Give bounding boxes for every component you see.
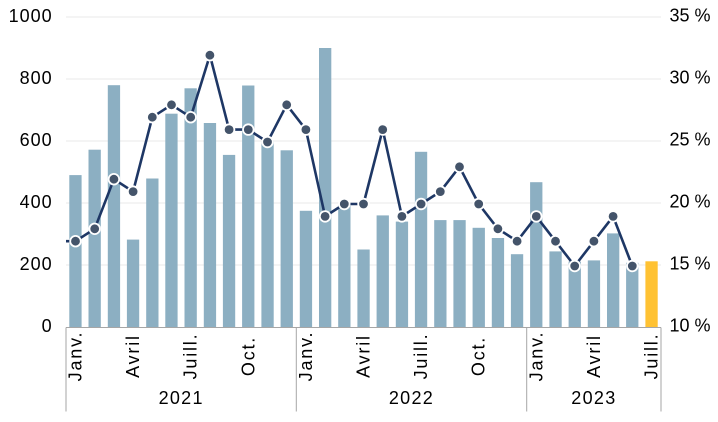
svg-text:Oct.: Oct.	[469, 336, 489, 376]
svg-text:Juill.: Juill.	[411, 333, 431, 380]
svg-text:Avril: Avril	[584, 334, 604, 378]
svg-text:30 %: 30 %	[670, 68, 711, 88]
svg-text:Avril: Avril	[123, 334, 143, 378]
svg-text:Janv.: Janv.	[296, 331, 316, 382]
svg-text:800: 800	[20, 68, 53, 88]
svg-text:Juill.: Juill.	[642, 333, 662, 380]
svg-text:Janv.: Janv.	[66, 331, 86, 382]
svg-text:2023: 2023	[571, 388, 616, 408]
svg-text:Juill.: Juill.	[181, 333, 201, 380]
svg-text:35 %: 35 %	[670, 6, 711, 26]
svg-text:600: 600	[20, 130, 53, 150]
svg-text:2022: 2022	[389, 388, 434, 408]
svg-text:2021: 2021	[159, 388, 204, 408]
svg-text:200: 200	[20, 254, 53, 274]
svg-text:1000: 1000	[9, 6, 53, 26]
svg-text:Avril: Avril	[354, 334, 374, 378]
svg-text:25 %: 25 %	[670, 130, 711, 150]
svg-text:15 %: 15 %	[670, 254, 711, 274]
svg-text:400: 400	[20, 192, 53, 212]
svg-text:Janv.: Janv.	[526, 331, 546, 382]
svg-text:Oct.: Oct.	[238, 336, 258, 376]
svg-text:10 %: 10 %	[670, 316, 711, 336]
svg-text:20 %: 20 %	[670, 192, 711, 212]
svg-text:0: 0	[42, 316, 53, 336]
